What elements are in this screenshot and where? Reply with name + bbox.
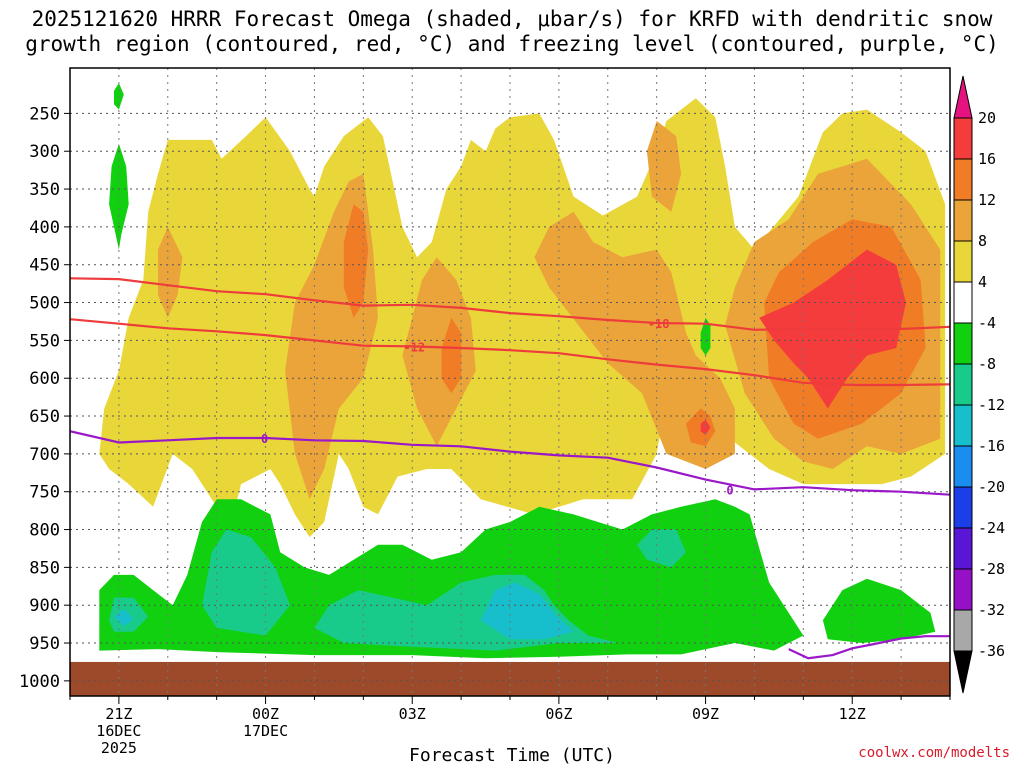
y-tick-label-500: 500 (29, 294, 60, 314)
colorbar-segment-7 (953, 404, 973, 447)
colorbar-segment-6 (953, 363, 973, 406)
y-tick-label-600: 600 (29, 369, 60, 389)
colorbar-under-arrow (953, 650, 973, 694)
omega-region-12-c (686, 408, 716, 447)
contour-line-1 (70, 318, 950, 387)
contour-line-2 (70, 430, 950, 496)
omega-region-neg12-b (480, 582, 574, 640)
y-tick-label-400: 400 (29, 218, 60, 238)
y-tick-label-1000: 1000 (19, 672, 60, 692)
y-tick-label-750: 750 (29, 483, 60, 503)
y-tick-label-650: 650 (29, 407, 60, 427)
colorbar-label-13: -36 (978, 642, 1005, 660)
colorbar-label-6: -8 (978, 355, 996, 373)
omega-region-12-a (343, 204, 369, 318)
x-tick-label-09Z: 09Z (692, 705, 719, 723)
colorbar-segment-4 (953, 281, 973, 324)
colorbar-segment-3 (953, 240, 973, 283)
omega-region-8-e (646, 121, 682, 212)
omega-region-neg4-low-right (822, 578, 936, 643)
x-tick-label-12Z: 12Z (839, 705, 866, 723)
colorbar-segment-0 (953, 117, 973, 160)
colorbar: 20 16 12 8 4 -4 -8 -12 -16 -20 -24 -28 -32 -36 (953, 75, 1005, 694)
y-tick-label-900: 900 (29, 596, 60, 616)
y-axis: 250 300 350 400 450 500 550 600 650 700 750 800 850 9… (19, 104, 70, 692)
contour-label-2b: 0 (726, 483, 733, 497)
omega-region-8-a (158, 226, 183, 318)
contour-line-0 (70, 277, 950, 331)
x-tick-label-06Z: 06Z (545, 705, 572, 723)
colorbar-label-9: -20 (978, 478, 1005, 496)
contour-label-2: 0 (261, 432, 268, 446)
omega-region-neg8-b (202, 529, 290, 636)
x-tick-date-21Z: 16DEC (96, 722, 141, 740)
colorbar-segment-11 (953, 568, 973, 611)
omega-region-neg8-d (637, 529, 686, 568)
y-tick-label-350: 350 (29, 180, 60, 200)
colorbar-label-4: 4 (978, 273, 987, 291)
colorbar-label-12: -32 (978, 601, 1005, 619)
colorbar-label-8: -16 (978, 437, 1005, 455)
contour-label-0: -18 (648, 317, 670, 331)
contour-line-3 (788, 635, 950, 660)
omega-region-neg12-a (114, 609, 134, 627)
colorbar-label-11: -28 (978, 560, 1005, 578)
colorbar-segment-8 (953, 445, 973, 488)
y-tick-label-850: 850 (29, 558, 60, 578)
y-tick-label-950: 950 (29, 634, 60, 654)
colorbar-label-5: -4 (978, 314, 996, 332)
colorbar-label-1: 16 (978, 150, 996, 168)
colorbar-segment-10 (953, 527, 973, 570)
plot-area: -18 -12 0 0 (70, 68, 950, 696)
omega-region-16-b (700, 419, 711, 435)
colorbar-label-3: 8 (978, 232, 987, 250)
colorbar-segment-12 (953, 609, 973, 652)
colorbar-segment-5 (953, 322, 973, 365)
omega-region-12-b (441, 317, 462, 394)
y-tick-label-550: 550 (29, 331, 60, 351)
chart-title-line-2: growth region (contoured, red, °C) and f… (25, 32, 999, 56)
colorbar-segment-9 (953, 486, 973, 529)
y-tick-label-250: 250 (29, 104, 60, 124)
x-tick-label-21Z: 21Z (105, 705, 132, 723)
y-tick-label-300: 300 (29, 142, 60, 162)
x-tick-date-00Z: 17DEC (243, 722, 288, 740)
x-axis-title: Forecast Time (UTC) (409, 745, 615, 766)
y-tick-label-700: 700 (29, 445, 60, 465)
colorbar-segment-2 (953, 199, 973, 242)
credit-text: coolwx.com/modelts (858, 745, 1010, 761)
y-tick-label-800: 800 (29, 521, 60, 541)
colorbar-over-arrow (953, 75, 973, 119)
colorbar-label-7: -12 (978, 396, 1005, 414)
x-tick-label-00Z: 00Z (252, 705, 279, 723)
colorbar-segment-1 (953, 158, 973, 201)
colorbar-label-2: 12 (978, 191, 996, 209)
colorbar-label-0: 20 (978, 109, 996, 127)
omega-region-neg4-mid (700, 317, 711, 356)
colorbar-label-10: -24 (978, 519, 1005, 537)
x-tick-year-21Z: 2025 (101, 739, 137, 757)
chart-title-line-1: 2025121620 HRRR Forecast Omega (shaded, … (31, 7, 993, 31)
y-tick-label-450: 450 (29, 256, 60, 276)
omega-region-neg4-upper-b (109, 143, 129, 250)
contour-label-1: -12 (403, 340, 425, 354)
x-tick-label-03Z: 03Z (399, 705, 426, 723)
